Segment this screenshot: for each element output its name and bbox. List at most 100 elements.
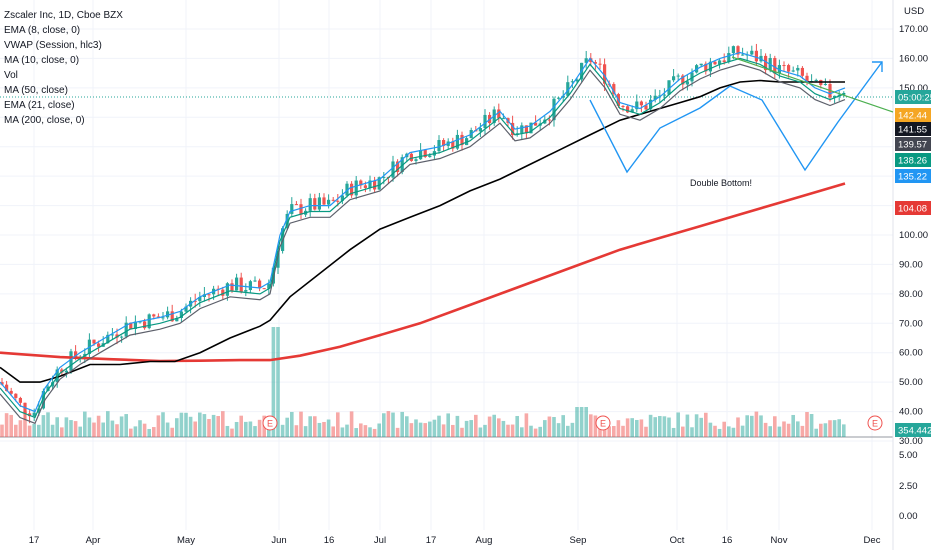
volume-bar <box>414 419 418 437</box>
volume-bar <box>83 411 87 437</box>
candle <box>133 315 137 336</box>
volume-bar <box>322 421 326 437</box>
y-tick-label: 30.00 <box>899 436 923 447</box>
candle <box>653 89 657 103</box>
candle <box>147 313 151 330</box>
volume-bar <box>184 412 188 437</box>
volume-bar <box>313 416 317 437</box>
candle <box>704 61 708 75</box>
candle <box>428 153 432 158</box>
candle <box>727 46 731 64</box>
candle <box>419 143 423 160</box>
candle <box>736 45 740 59</box>
ma200-line <box>0 182 846 363</box>
volume-bar <box>492 414 496 437</box>
candle <box>294 201 298 206</box>
candle <box>244 283 248 297</box>
volume-bar <box>198 412 202 437</box>
volume-bar <box>653 417 657 437</box>
volume-bar <box>216 416 220 437</box>
volume-bar <box>299 411 303 437</box>
legend-vwap[interactable]: VWAP (Session, hlc3) <box>4 40 102 51</box>
volume-bar <box>441 424 446 437</box>
volume-bar <box>676 412 680 437</box>
volume-bar <box>32 423 36 437</box>
candle <box>120 335 124 343</box>
candle <box>750 45 754 56</box>
candle <box>672 69 676 83</box>
candle <box>327 194 331 209</box>
candle <box>552 96 556 127</box>
volume-bar <box>156 415 161 437</box>
volume-bar <box>483 424 487 437</box>
volume-bar <box>147 428 151 437</box>
volume-bar <box>41 415 46 437</box>
volume-bar <box>152 427 156 437</box>
volume-bar <box>727 426 731 437</box>
volume-bar <box>455 415 460 437</box>
ema8-line <box>0 51 846 413</box>
time-axis-labels: 17 Apr May Jun 16 Jul 17 Aug Sep Oct 16 Nov Dec <box>29 535 881 546</box>
candle <box>253 276 257 282</box>
x-tick-label: Dec <box>864 535 881 546</box>
double-bottom-pattern <box>589 61 883 174</box>
volume-bar <box>690 427 694 437</box>
volume-bar <box>740 425 745 437</box>
volume-bar <box>819 423 823 437</box>
svg-text:142.44: 142.44 <box>898 111 927 122</box>
volume-bar <box>736 417 740 437</box>
candle <box>166 306 170 320</box>
volume-bar <box>809 414 814 437</box>
volume-bar <box>372 428 377 437</box>
volume-bar <box>754 411 759 437</box>
volume-bar <box>515 415 519 437</box>
candle <box>396 159 400 177</box>
legend-ema21[interactable]: EMA (21, close) <box>4 100 75 111</box>
candle <box>520 122 524 140</box>
volume-bar <box>179 412 184 437</box>
earnings-marker: E <box>867 415 883 431</box>
candle <box>685 75 689 91</box>
volume-bar <box>823 423 828 437</box>
price-badge: 138.26 <box>895 153 931 167</box>
volume-bar <box>510 424 515 437</box>
volume-bar <box>579 407 584 437</box>
candle <box>612 82 616 96</box>
y-tick-label: 100.00 <box>899 230 928 241</box>
x-tick-label: Aug <box>476 535 493 546</box>
y-tick-label: 160.00 <box>899 53 928 64</box>
volume-bar <box>694 414 699 437</box>
volume-bar <box>418 422 423 437</box>
legend-ma200[interactable]: MA (200, close, 0) <box>4 115 85 126</box>
candle <box>524 125 528 139</box>
volume-bar <box>234 421 239 437</box>
volume-tick-label: 0.00 <box>899 511 918 522</box>
volume-bar <box>294 425 299 437</box>
volume-bar <box>773 416 777 437</box>
candle <box>534 115 538 126</box>
earnings-marker: E <box>595 415 611 431</box>
legend-vol[interactable]: Vol <box>4 70 18 81</box>
volume-bar <box>349 411 354 437</box>
volume-bar <box>340 427 345 437</box>
candle <box>451 137 455 152</box>
volume-bar <box>832 420 837 437</box>
svg-text:354.442K: 354.442K <box>898 426 932 437</box>
legend-ma10[interactable]: MA (10, close, 0) <box>4 55 80 66</box>
volume-bar <box>800 425 805 437</box>
legend-ma50[interactable]: MA (50, close) <box>4 85 68 96</box>
volume-bar <box>115 424 119 437</box>
descending-trendline <box>731 56 894 113</box>
candle <box>759 49 763 63</box>
volume-bar <box>745 415 749 437</box>
volume-bar <box>464 420 469 437</box>
volume-bar <box>106 411 110 437</box>
legend-ema8[interactable]: EMA (8, close, 0) <box>4 25 81 36</box>
volume-bar <box>395 427 400 437</box>
x-tick-label: May <box>177 535 195 546</box>
volume-bar <box>671 427 676 437</box>
volume-bar <box>69 420 73 437</box>
y-tick-label: 90.00 <box>899 259 923 270</box>
